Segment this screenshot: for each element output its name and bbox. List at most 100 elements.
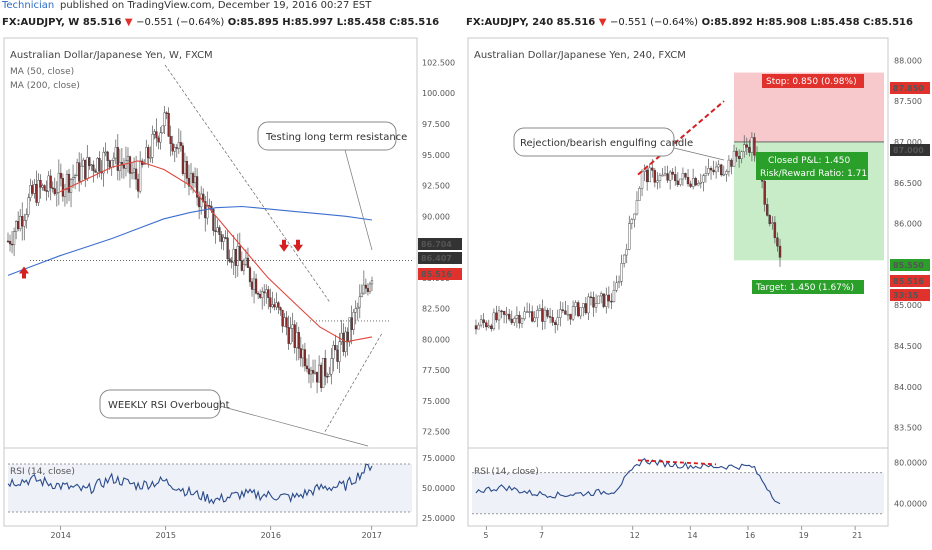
candle-body [261, 291, 264, 298]
candle-body [694, 178, 697, 186]
left-chart[interactable]: Testing long term resistance WEEKLY RSI O… [0, 36, 464, 550]
candle-body [750, 137, 754, 153]
candle-body [479, 319, 483, 326]
candle-body [165, 112, 168, 114]
candle-body [697, 183, 700, 186]
candle-body [110, 160, 113, 168]
right-price-pane: Rejection/bearish engulfing candle Stop: … [474, 72, 884, 335]
candle-body [155, 131, 158, 139]
candle-body [230, 261, 233, 263]
candle-body [196, 176, 199, 198]
candle-body [153, 131, 156, 135]
candle-body [281, 309, 284, 327]
author-link[interactable]: Technician [2, 0, 55, 11]
candle-body [175, 147, 178, 149]
candle-body [19, 215, 22, 230]
candle-body [10, 243, 14, 246]
candle-body [78, 162, 81, 182]
candle-body [220, 234, 223, 242]
right-badge-bg [890, 144, 930, 156]
candle-body [167, 112, 170, 137]
left-price-tick: 75.000 [422, 397, 450, 406]
right-symbol: FX:AUDJPY, 240 [466, 17, 554, 28]
candle-body [610, 300, 613, 303]
candle-body [108, 160, 111, 168]
candle-body [299, 348, 302, 359]
left-change: −0.551 (−0.64%) [136, 17, 225, 28]
right-high: H:85.908 [756, 17, 808, 28]
candle-body [320, 364, 323, 388]
candle-body [681, 173, 685, 180]
risk-reward-label: Risk/Reward Ratio: 1.71 [760, 169, 867, 179]
right-change: −0.551 (−0.64%) [609, 17, 699, 28]
candle-body [340, 332, 343, 342]
candle-body [33, 184, 36, 194]
candle-body [358, 296, 361, 308]
candle-body [745, 144, 748, 148]
red-arrow-icon [293, 239, 303, 252]
candle-body [135, 168, 138, 180]
candle-body [513, 318, 516, 323]
candle-body [622, 254, 626, 264]
left-price-tick: 92.500 [422, 182, 450, 191]
ma200-legend: MA (200, close) [10, 81, 80, 91]
candle-body [67, 173, 71, 193]
candle-body [607, 294, 611, 302]
candle-body [582, 303, 585, 308]
candle-body [13, 231, 16, 245]
candle-body [17, 221, 20, 230]
right-y-axis[interactable]: 88.00087.50087.00086.50086.00085.50085.0… [890, 56, 930, 508]
candle-body [86, 157, 89, 180]
right-x-axis[interactable]: 5 7 12 14 16 19 21 [483, 526, 862, 540]
candle-body [766, 204, 769, 216]
left-chart-frame [3, 37, 418, 527]
candle-body [612, 290, 616, 302]
left-price-tick: 95.000 [422, 151, 450, 160]
candle-body [224, 237, 227, 239]
rsi-divergence-line [637, 459, 717, 466]
candle-body [684, 173, 687, 178]
candle-body [366, 288, 370, 292]
candle-body [118, 162, 121, 171]
candle-body [181, 145, 184, 174]
candle-body [273, 304, 276, 308]
right-x-tick: 16 [745, 531, 755, 540]
candle-body [561, 309, 565, 311]
candle-body [301, 349, 304, 359]
right-chart[interactable]: Rejection/bearish engulfing candle Stop: … [466, 36, 932, 550]
candle-body [689, 183, 692, 187]
candle-body [29, 185, 32, 198]
right-close: C:85.516 [863, 17, 913, 28]
candle-body [61, 178, 65, 197]
left-y-axis[interactable]: 102.500100.00097.50095.00092.50090.00087… [418, 58, 462, 523]
candle-body [720, 164, 723, 176]
badge-last-price: 85.516 [421, 270, 452, 279]
callout-pointer [673, 147, 725, 161]
candle-body [275, 302, 278, 308]
candle-body [208, 205, 211, 207]
badge-86407-bg [418, 252, 462, 264]
badge-target: 85.550 [893, 261, 924, 270]
candle-body [216, 227, 219, 232]
candle-body [661, 174, 664, 177]
candle-body [704, 173, 708, 176]
candle-body [88, 157, 91, 166]
right-x-tick: 21 [852, 531, 862, 540]
right-price: 85.516 [556, 17, 596, 28]
candle-body [653, 170, 657, 183]
candle-body [289, 328, 292, 344]
left-x-axis[interactable]: 2014 2015 2016 2017 [51, 526, 382, 540]
candle-body [336, 349, 339, 362]
candle-body [515, 315, 519, 319]
candle-body [354, 308, 357, 313]
candle-body [589, 296, 593, 299]
candle-body [482, 319, 485, 323]
candle-body [566, 313, 570, 316]
candle-body [587, 296, 590, 314]
candle-body [84, 159, 87, 180]
left-price-tick: 72.500 [422, 428, 450, 437]
candle-body [362, 284, 365, 294]
callout-resistance-text: Testing long term resistance [265, 132, 407, 143]
candle-body [663, 173, 667, 176]
candle-body [548, 316, 552, 318]
